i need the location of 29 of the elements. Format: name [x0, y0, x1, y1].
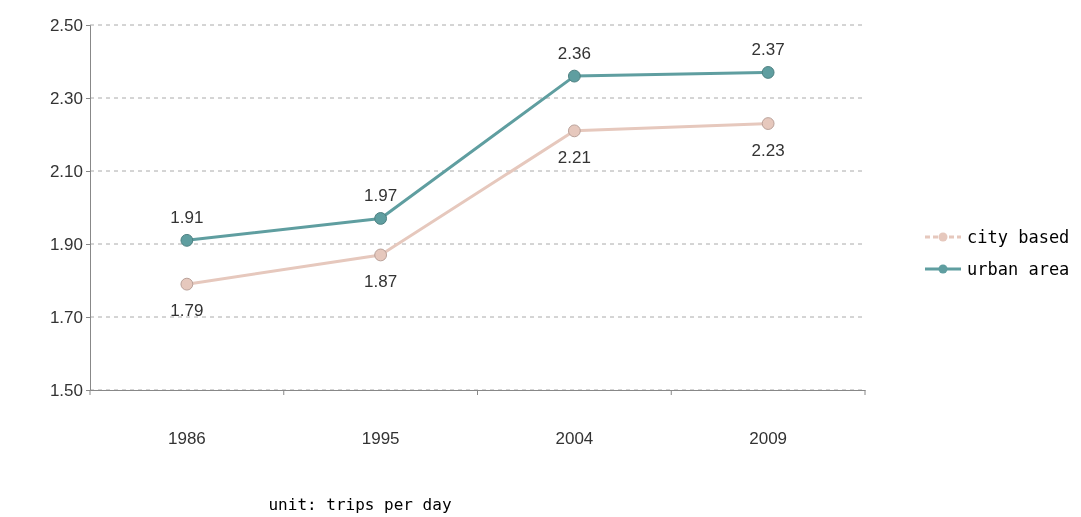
point — [180, 233, 194, 247]
y-tick-label: 2.30 — [49, 88, 83, 108]
legend-label: city based — [967, 227, 1070, 247]
y-tick-label: 1.90 — [49, 234, 83, 254]
point — [761, 117, 775, 130]
point — [761, 66, 775, 79]
y-tick-label: 1.70 — [49, 307, 83, 327]
point — [567, 124, 581, 138]
legend-label: urban area — [967, 259, 1070, 279]
text: unit: trips per day — [268, 495, 452, 514]
data-label: 2.23 — [751, 140, 785, 160]
x-tick-label: 1995 — [361, 429, 400, 449]
y-tick-label: 2.10 — [49, 161, 83, 181]
data-label: 1.87 — [364, 271, 398, 291]
data-label: 1.79 — [170, 301, 204, 321]
x-tick-label: 2009 — [749, 429, 788, 449]
y-tick-label: 2.50 — [49, 15, 83, 35]
point — [374, 248, 388, 262]
point — [567, 69, 581, 83]
data-label: 2.36 — [557, 44, 591, 64]
point — [374, 212, 388, 225]
data-label: 1.91 — [170, 208, 204, 228]
x-tick-label: 1986 — [167, 429, 206, 449]
point — [180, 277, 194, 291]
data-label: 2.37 — [751, 40, 785, 60]
x-tick-label: 2004 — [555, 429, 594, 449]
y-tick-label: 1.50 — [49, 380, 83, 400]
data-label: 2.21 — [557, 147, 591, 167]
data-label: 1.97 — [364, 186, 398, 206]
